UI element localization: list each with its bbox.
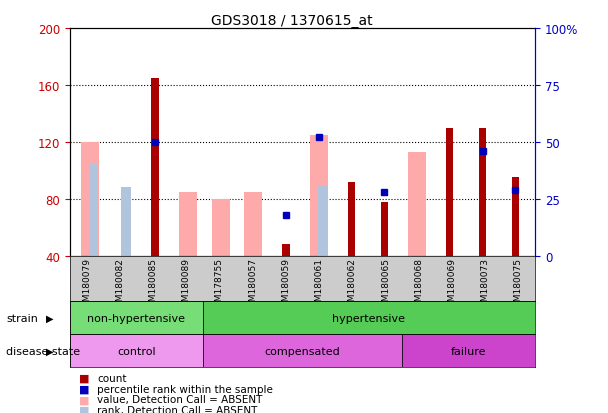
Bar [310, 135, 328, 256]
Bar [70, 335, 203, 368]
Bar [203, 335, 402, 368]
Text: GSM180085: GSM180085 [148, 257, 157, 312]
Text: ▶: ▶ [46, 313, 53, 323]
Bar [381, 202, 388, 256]
Text: GSM180062: GSM180062 [348, 257, 357, 312]
Bar [479, 128, 486, 256]
Text: compensated: compensated [264, 346, 340, 356]
Text: GSM180059: GSM180059 [282, 257, 291, 312]
Bar [70, 301, 203, 335]
Text: GSM180073: GSM180073 [481, 257, 489, 312]
Text: GDS3018 / 1370615_at: GDS3018 / 1370615_at [211, 14, 373, 28]
Text: GSM180068: GSM180068 [414, 257, 423, 312]
Text: ■: ■ [79, 405, 89, 413]
Text: strain: strain [6, 313, 38, 323]
Text: GSM180061: GSM180061 [314, 257, 323, 312]
Text: hypertensive: hypertensive [333, 313, 406, 323]
Bar [446, 128, 454, 256]
Text: ▶: ▶ [46, 346, 53, 356]
Bar [408, 152, 426, 256]
Bar [81, 142, 98, 256]
Bar [212, 199, 230, 256]
Text: count: count [97, 373, 127, 383]
Text: GSM180065: GSM180065 [381, 257, 390, 312]
Bar [244, 192, 263, 256]
Bar [203, 301, 535, 335]
Text: ■: ■ [79, 394, 89, 404]
Bar [179, 192, 197, 256]
Text: percentile rank within the sample: percentile rank within the sample [97, 384, 273, 394]
Text: GSM180079: GSM180079 [82, 257, 91, 312]
Text: disease state: disease state [6, 346, 80, 356]
Text: failure: failure [451, 346, 486, 356]
Bar [402, 335, 535, 368]
Bar [348, 182, 355, 256]
Text: GSM180089: GSM180089 [182, 257, 191, 312]
Text: GSM180075: GSM180075 [514, 257, 523, 312]
Text: ■: ■ [79, 373, 89, 383]
Text: GSM178755: GSM178755 [215, 257, 224, 312]
Text: rank, Detection Call = ABSENT: rank, Detection Call = ABSENT [97, 405, 258, 413]
Text: GSM180057: GSM180057 [248, 257, 257, 312]
Bar [151, 78, 159, 256]
Text: ■: ■ [79, 384, 89, 394]
Text: GSM180069: GSM180069 [447, 257, 457, 312]
Text: control: control [117, 346, 156, 356]
Text: GSM180082: GSM180082 [116, 257, 124, 312]
Bar [89, 164, 98, 256]
Bar [318, 185, 328, 256]
Text: non-hypertensive: non-hypertensive [88, 313, 185, 323]
Bar [512, 178, 519, 256]
Text: value, Detection Call = ABSENT: value, Detection Call = ABSENT [97, 394, 263, 404]
Bar [122, 188, 131, 256]
Bar [283, 244, 289, 256]
